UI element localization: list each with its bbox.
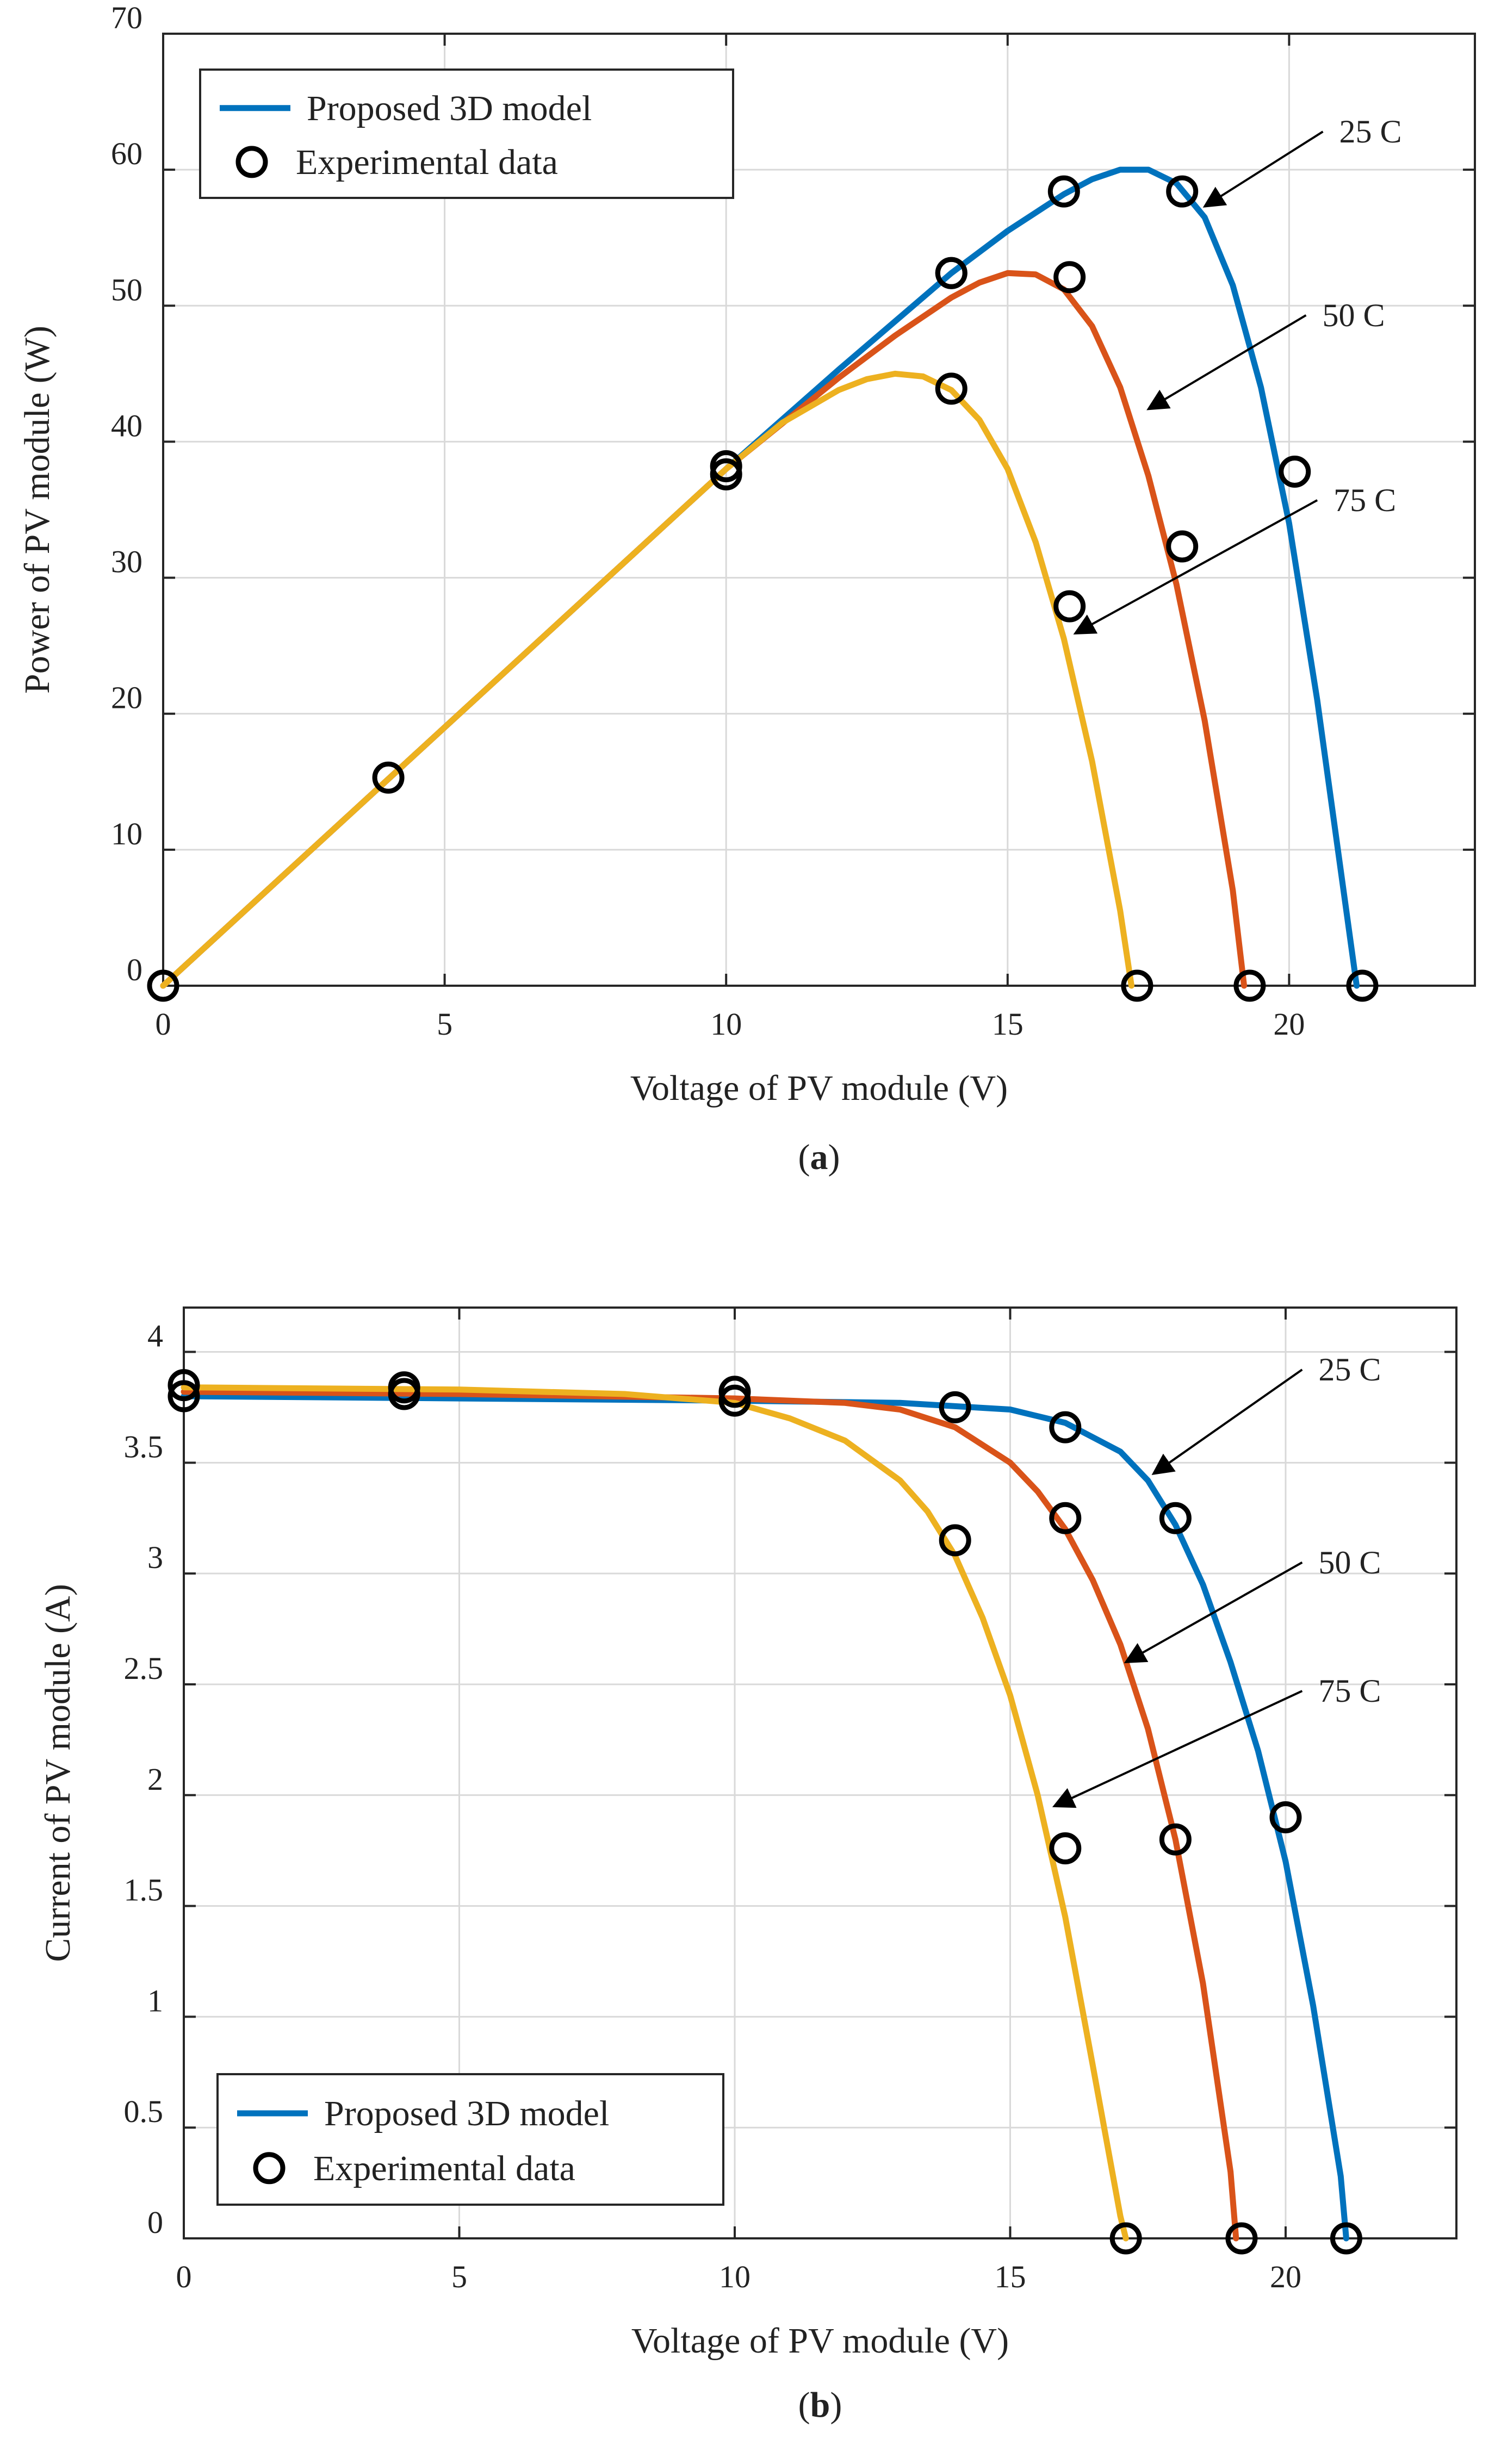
plot-frame-a	[162, 33, 1476, 987]
chart-panel-a: 0 5 10 15 20 0 10 20 30 40 50 60 70 Voltage of PV mod…	[17, 0, 1476, 1177]
annotation-label: 75 C	[1318, 1673, 1381, 1709]
y-tick-label: 3	[147, 1540, 163, 1575]
x-tick-label: 20	[1273, 1006, 1305, 1042]
x-tick-label: 5	[451, 2259, 467, 2294]
annotation-arrow	[1146, 314, 1307, 410]
experimental-point	[1049, 1832, 1082, 1865]
experimental-point	[1159, 1823, 1192, 1856]
experimental-point	[718, 1376, 751, 1408]
y-tick-label: 3.5	[124, 1429, 164, 1464]
experimental-point	[1269, 1801, 1302, 1834]
legend-data-label: Experimental data	[313, 2149, 575, 2188]
experimental-point	[939, 1391, 971, 1423]
x-tick-label: 0	[176, 2259, 192, 2294]
x-tick-label: 10	[710, 1006, 742, 1042]
annotation-label: 25 C	[1318, 1352, 1381, 1387]
y-tick-label: 2	[147, 1762, 163, 1797]
legend-data-label: Experimental data	[296, 142, 558, 182]
y-tick-label: 0	[127, 952, 142, 987]
experimental-point	[1121, 969, 1153, 1002]
experimental-point	[935, 372, 967, 405]
annotation-label: 25 C	[1339, 114, 1401, 150]
legend-model-label: Proposed 3D model	[307, 89, 592, 128]
y-tick-label: 60	[111, 136, 142, 171]
y-tick-label: 0	[147, 2205, 163, 2240]
y-tick-label: 70	[111, 0, 142, 35]
experimental-point	[1053, 261, 1086, 294]
y-axis-label-b: Current of PV module (A)	[38, 1584, 78, 1962]
y-tick-label: 10	[111, 816, 142, 851]
y-tick-label: 30	[111, 544, 142, 580]
annotation-arrow	[1124, 1561, 1303, 1664]
experimental-point	[1166, 530, 1199, 563]
x-tick-label: 15	[992, 1006, 1024, 1042]
y-tick-label: 1.5	[124, 1872, 164, 1908]
series-line-75c	[160, 370, 1134, 989]
experimental-point	[168, 1380, 200, 1413]
x-tick-label: 15	[994, 2259, 1026, 2294]
experimental-point	[1346, 969, 1379, 1002]
x-tick-label: 10	[719, 2259, 750, 2294]
experimental-point	[372, 761, 405, 794]
legend-a: Proposed 3D model Experimental data	[199, 69, 734, 199]
y-tick-label: 0.5	[124, 2094, 164, 2129]
x-tick-label: 0	[156, 1006, 171, 1042]
y-tick-label: 40	[111, 408, 142, 443]
experimental-point	[1049, 1502, 1082, 1534]
caption-a: (a)	[798, 1137, 840, 1177]
experimental-point	[1053, 590, 1086, 623]
legend-box	[199, 69, 734, 199]
experimental-point	[1159, 1502, 1192, 1534]
experimental-point	[1279, 455, 1311, 488]
experimental-point	[710, 458, 742, 490]
annotation-arrow	[1073, 499, 1318, 635]
legend-marker-swatch	[253, 2152, 286, 2185]
y-tick-label: 20	[111, 680, 142, 715]
experimental-point	[1233, 969, 1266, 1002]
experimental-point	[168, 1369, 200, 1402]
experimental-point	[1330, 2222, 1362, 2255]
annotation-arrow	[1202, 130, 1324, 208]
x-axis-label-b: Voltage of PV module (V)	[631, 2321, 1009, 2361]
experimental-point	[1047, 175, 1080, 208]
experimental-point	[935, 257, 967, 289]
y-tick-label: 50	[111, 272, 142, 307]
experimental-point	[718, 1384, 751, 1417]
x-axis-label-a: Voltage of PV module (V)	[630, 1068, 1008, 1108]
y-tick-label: 4	[147, 1318, 163, 1354]
annotation-arrow	[1151, 1368, 1303, 1476]
experimental-point	[939, 1524, 971, 1557]
chart-panel-b: 0 5 10 15 20 0 0.5 1 1.5 2 2.5 3 3.5 4 Voltage of PV m…	[38, 1306, 1457, 2425]
legend-b: Proposed 3D model Experimental data	[216, 2073, 724, 2206]
annotation-label: 75 C	[1333, 482, 1396, 518]
legend-box	[216, 2073, 724, 2206]
y-tick-label: 2.5	[124, 1651, 164, 1686]
experimental-point	[1049, 1411, 1082, 1443]
annotation-arrow	[1052, 1690, 1303, 1808]
y-axis-label-a: Power of PV module (W)	[17, 326, 57, 694]
experimental-point	[1225, 2222, 1258, 2255]
annotation-label: 50 C	[1318, 1545, 1381, 1581]
experimental-point	[1166, 175, 1199, 208]
legend-marker-swatch	[235, 146, 268, 178]
experimental-point	[1109, 2222, 1142, 2255]
x-tick-label: 5	[437, 1006, 452, 1042]
experimental-point	[388, 1378, 420, 1410]
annotation-label: 50 C	[1322, 297, 1385, 333]
plot-frame-b	[183, 1306, 1457, 2239]
x-tick-label: 20	[1270, 2259, 1301, 2294]
caption-b: (b)	[798, 2385, 842, 2425]
legend-model-label: Proposed 3D model	[324, 2094, 609, 2133]
y-tick-label: 1	[147, 1983, 163, 2018]
experimental-point	[147, 969, 179, 1002]
